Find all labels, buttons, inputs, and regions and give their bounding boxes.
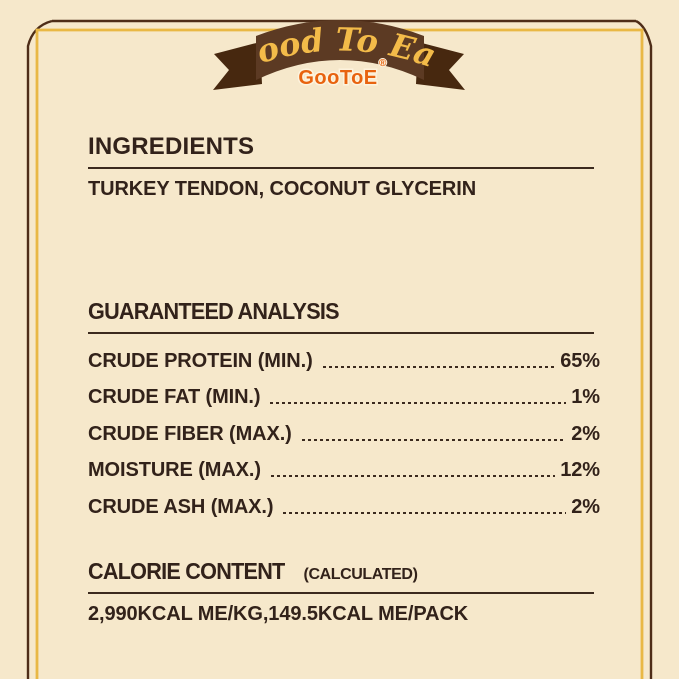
guaranteed-analysis-heading-rule: GUARANTEED ANALYSIS <box>88 299 594 334</box>
dotted-leader <box>301 438 567 441</box>
dotted-leader <box>283 511 567 514</box>
brand-logo-text: GooToE <box>298 67 377 89</box>
analysis-row: CRUDE FAT (MIN.) 1% <box>88 373 600 410</box>
ingredients-heading: INGREDIENTS <box>88 133 255 160</box>
analysis-row-value: 2% <box>571 422 600 445</box>
calorie-content-section: CALORIE CONTENT (CALCULATED) 2,990KCAL M… <box>88 559 600 626</box>
analysis-row-label: MOISTURE (MAX.) <box>88 459 261 482</box>
analysis-row-value: 12% <box>560 459 600 482</box>
analysis-row-label: CRUDE PROTEIN (MIN.) <box>88 349 313 372</box>
ingredients-section: INGREDIENTS TURKEY TENDON, COCONUT GLYCE… <box>88 134 600 201</box>
guaranteed-analysis-table: CRUDE PROTEIN (MIN.) 65% CRUDE FAT (MIN.… <box>88 336 600 519</box>
calorie-content-text: 2,990KCAL ME/KG,149.5KCAL ME/PACK <box>88 603 469 625</box>
guaranteed-analysis-section: GUARANTEED ANALYSIS CRUDE PROTEIN (MIN.)… <box>88 299 600 519</box>
analysis-row-label: CRUDE ASH (MAX.) <box>88 495 274 518</box>
calorie-content-heading: CALORIE CONTENT <box>88 558 285 584</box>
analysis-row: CRUDE PROTEIN (MIN.) 65% <box>88 336 600 373</box>
registered-mark-icon: ® <box>379 58 387 69</box>
analysis-row-value: 2% <box>571 495 600 518</box>
calorie-content-note: (CALCULATED) <box>303 566 418 583</box>
dotted-leader <box>322 365 556 368</box>
analysis-row-label: CRUDE FAT (MIN.) <box>88 386 261 409</box>
analysis-row-value: 1% <box>571 386 600 409</box>
dotted-leader <box>270 475 556 478</box>
banner-title-text: Good To Eat <box>0 0 441 75</box>
brand-ribbon: Good To Eat GooToE ® <box>0 0 465 91</box>
analysis-row: CRUDE FIBER (MAX.) 2% <box>88 409 600 446</box>
analysis-row: CRUDE ASH (MAX.) 2% <box>88 482 600 519</box>
ingredients-text: TURKEY TENDON, COCONUT GLYCERIN <box>88 178 477 200</box>
analysis-row-value: 65% <box>560 349 600 372</box>
ribbon-flap-left <box>213 42 262 90</box>
ingredients-heading-rule: INGREDIENTS <box>88 134 594 169</box>
guaranteed-analysis-heading: GUARANTEED ANALYSIS <box>88 298 340 324</box>
analysis-row-label: CRUDE FIBER (MAX.) <box>88 422 292 445</box>
dotted-leader <box>270 402 567 405</box>
ribbon-flap-right <box>416 42 465 90</box>
calorie-heading-rule: CALORIE CONTENT (CALCULATED) <box>88 559 594 594</box>
analysis-row: MOISTURE (MAX.) 12% <box>88 446 600 483</box>
ribbon-band <box>256 20 424 80</box>
